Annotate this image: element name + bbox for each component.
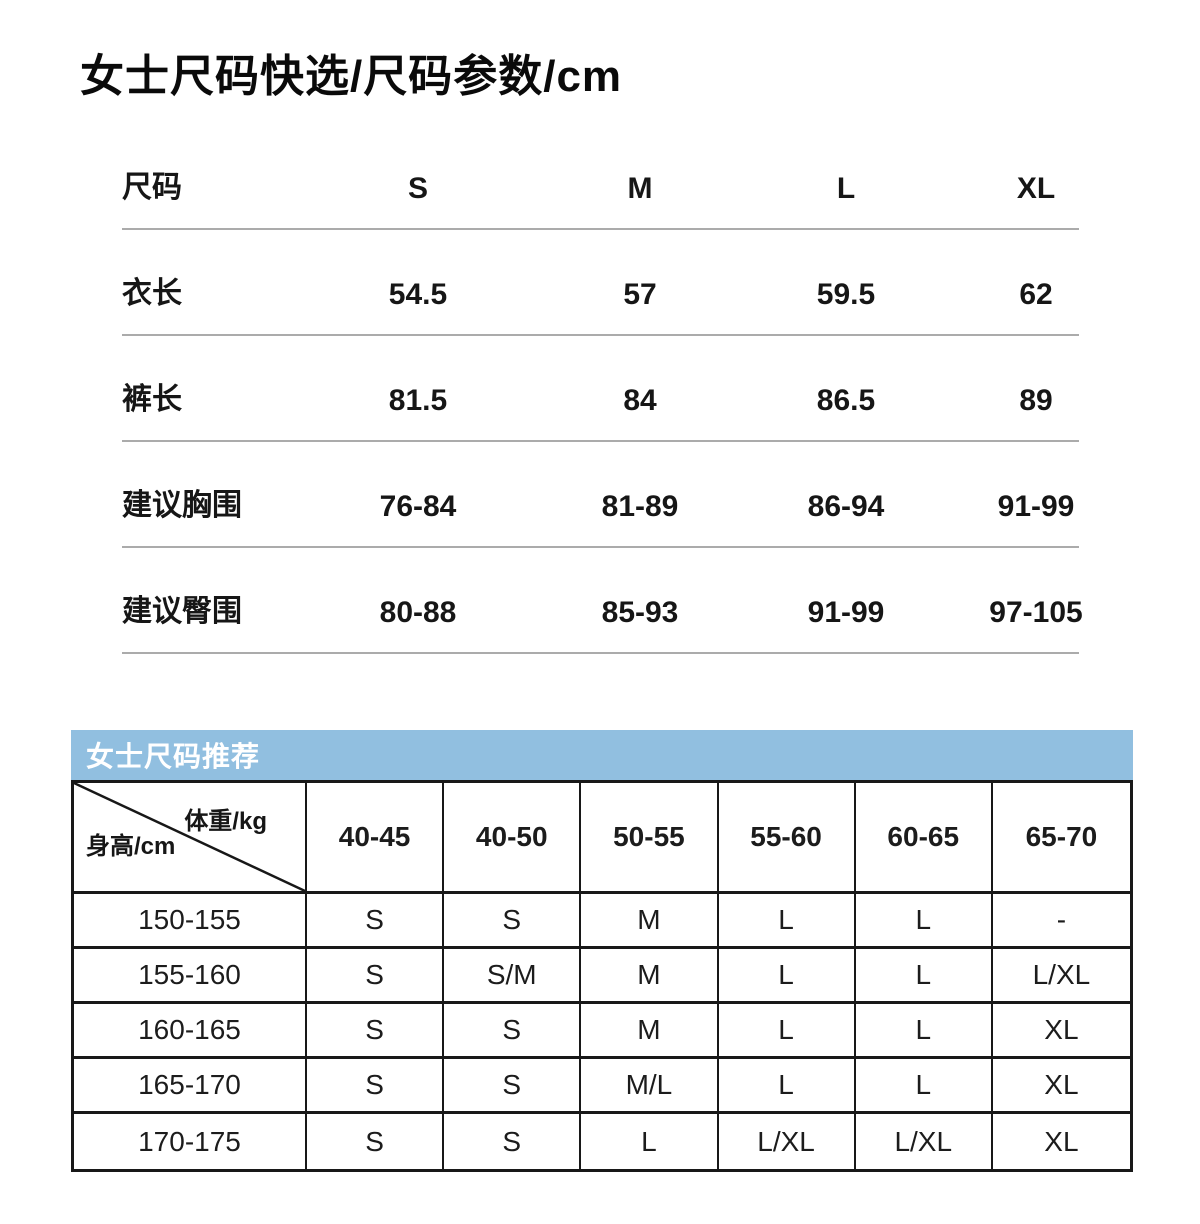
size-cell: L (718, 1004, 856, 1059)
cell-value: 59.5 (816, 278, 876, 311)
size-cell: S (307, 1059, 445, 1114)
table-row: 尺码 S M L XL (122, 124, 1079, 230)
cell-value: 57 (623, 278, 657, 311)
size-cell: S (307, 1004, 445, 1059)
cell-value: 97-105 (989, 596, 1083, 629)
cell-value: M (627, 172, 653, 205)
cell-value: 86-94 (807, 490, 885, 523)
cell-value: 62 (1019, 278, 1053, 311)
weight-header-cell: 50-55 (581, 783, 719, 894)
size-cell: XL (1044, 1125, 1079, 1157)
height-cell: 155-160 (74, 949, 307, 1004)
cell-value: 89 (1019, 384, 1053, 417)
cell-value: 81.5 (388, 384, 448, 417)
size-cell: S (307, 1114, 445, 1169)
size-cell: S (444, 1114, 582, 1169)
cell-value: 86.5 (816, 384, 876, 417)
recommend-table-grid: 体重/kg 身高/cm 40-45 40-50 50-55 55-60 60-6… (71, 780, 1133, 1172)
size-cell: L (581, 1114, 719, 1169)
recommend-table-title-bar: 女士尺码推荐 (71, 730, 1133, 780)
corner-label-weight: 体重/kg (184, 808, 267, 835)
size-cell: - (992, 894, 1130, 949)
cell-value: 85-93 (601, 596, 679, 629)
table-row: 裤长 81.5 84 86.5 89 (122, 336, 1079, 442)
row-label: 建议臀围 (122, 595, 242, 628)
cell-value: 80-88 (379, 596, 457, 629)
size-cell: M (581, 949, 719, 1004)
size-cell: S (444, 1059, 582, 1114)
recommend-table-title: 女士尺码推荐 (86, 741, 261, 772)
corner-header-cell: 体重/kg 身高/cm (74, 783, 307, 894)
size-cell: S/M (444, 949, 582, 1004)
cell-value: 54.5 (388, 278, 448, 311)
size-cell: L (855, 1059, 993, 1114)
size-cell: M (581, 1004, 719, 1059)
size-cell: L (855, 1004, 993, 1059)
table-row: 衣长 54.5 57 59.5 62 (122, 230, 1079, 336)
size-cell: L (718, 949, 856, 1004)
cell-value: L (836, 172, 856, 205)
size-cell: M (581, 894, 719, 949)
cell-value: 76-84 (379, 490, 457, 523)
row-label: 建议胸围 (122, 489, 242, 522)
cell-value: S (407, 172, 429, 205)
weight-header-cell: 40-45 (307, 783, 445, 894)
size-parameter-table: 尺码 S M L XL 衣长 54.5 57 59.5 62 裤长 81.5 8… (122, 124, 1083, 654)
weight-header-cell: 55-60 (718, 783, 856, 894)
height-cell: 150-155 (74, 894, 307, 949)
recommend-table: 女士尺码推荐 体重/kg 身高/cm 40-45 40-50 50-55 55-… (71, 730, 1133, 1172)
size-cell: S (307, 894, 445, 949)
size-cell: L (855, 894, 993, 949)
corner-label-height: 身高/cm (86, 833, 176, 860)
size-cell: M/L (581, 1059, 719, 1114)
size-cell: L/XL (719, 1114, 856, 1169)
cell-value: XL (1016, 172, 1056, 205)
cell-value: 84 (623, 384, 657, 417)
size-cell: S (444, 894, 582, 949)
size-cell: L/XL (856, 1114, 993, 1169)
table-row: 建议臀围 80-88 85-93 91-99 97-105 (122, 548, 1083, 654)
height-cell: 165-170 (74, 1059, 307, 1114)
size-cell: L (718, 894, 856, 949)
size-cell: S (444, 1004, 582, 1059)
height-cell: 170-175 (74, 1114, 307, 1169)
weight-header-cell: 40-50 (444, 783, 582, 894)
row-label: 裤长 (122, 383, 182, 416)
diagonal-line (74, 783, 305, 891)
row-label: 衣长 (122, 277, 182, 310)
size-cell: L/XL (992, 949, 1130, 1004)
weight-header-cell: 65-70 (992, 783, 1130, 894)
size-cell: S (307, 949, 445, 1004)
cell-value: 91-99 (807, 596, 885, 629)
size-cell: L (718, 1059, 856, 1114)
height-cell: 160-165 (74, 1004, 307, 1059)
cell-value: 81-89 (601, 490, 679, 523)
cell-value: 91-99 (997, 490, 1075, 523)
table-row: 建议胸围 76-84 81-89 86-94 91-99 (122, 442, 1079, 548)
weight-header-cell: 60-65 (855, 783, 993, 894)
page-title: 女士尺码快选/尺码参数/cm (80, 52, 623, 101)
size-cell: XL (992, 1004, 1130, 1059)
size-cell: XL (992, 1059, 1130, 1114)
size-cell: L (855, 949, 993, 1004)
row-label: 尺码 (122, 171, 182, 204)
